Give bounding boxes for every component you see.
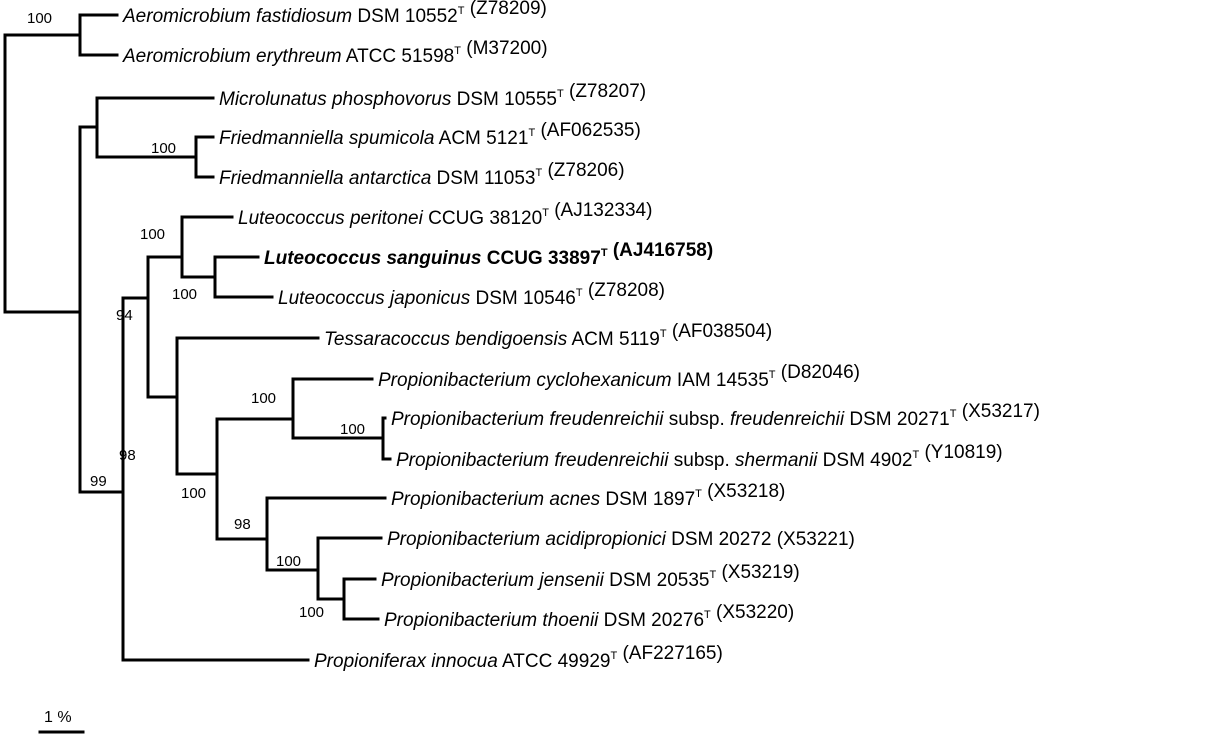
tree-branches [3, 13, 392, 662]
bootstrap-value: 98 [119, 447, 136, 464]
taxon-label: Luteococcus japonicus DSM 10546T (Z78208… [278, 280, 665, 309]
bootstrap-value: 100 [140, 226, 165, 243]
bootstrap-value: 100 [27, 10, 52, 27]
taxon-label: Luteococcus peritonei CCUG 38120T (AJ132… [238, 200, 652, 229]
taxon-label: Propionibacterium acidipropionici DSM 20… [387, 529, 855, 550]
bootstrap-values: 100 100 100 100 94 98 100 100 100 98 100 100 99 [27, 10, 365, 621]
bootstrap-value: 100 [251, 390, 276, 407]
taxon-label: Aeromicrobium fastidiosum DSM 10552T (Z7… [122, 0, 547, 27]
taxon-label: Friedmanniella spumicola ACM 5121T (AF06… [219, 120, 641, 149]
taxon-label: Propionibacterium acnes DSM 1897T (X5321… [391, 481, 785, 510]
bootstrap-value: 94 [116, 307, 133, 324]
taxon-label: Propionibacterium cyclohexanicum IAM 145… [378, 362, 860, 391]
bootstrap-value: 99 [90, 473, 107, 490]
taxon-label: Tessaracoccus bendigoensis ACM 5119T (AF… [324, 321, 772, 350]
taxon-label: Aeromicrobium erythreum ATCC 51598T (M37… [122, 38, 548, 67]
taxon-labels: Aeromicrobium fastidiosum DSM 10552T (Z7… [122, 0, 1040, 672]
taxon-label: Microlunatus phosphovorus DSM 10555T (Z7… [219, 81, 646, 110]
bootstrap-value: 100 [276, 553, 301, 570]
taxon-label: Luteococcus sanguinus CCUG 33897T (AJ416… [264, 240, 713, 269]
taxon-label: Propionibacterium jensenii DSM 20535T (X… [381, 562, 800, 591]
taxon-label: Propionibacterium thoenii DSM 20276T (X5… [384, 602, 794, 631]
bootstrap-value: 100 [340, 421, 365, 438]
scale-bar-label: 1 % [44, 709, 72, 726]
scale-bar: 1 % [38, 709, 85, 734]
bootstrap-value: 98 [234, 516, 251, 533]
bootstrap-value: 100 [181, 485, 206, 502]
taxon-label: Propionibacterium freudenreichii subsp. … [391, 401, 1040, 430]
taxon-label: Propioniferax innocua ATCC 49929T (AF227… [314, 643, 723, 672]
bootstrap-value: 100 [151, 140, 176, 157]
taxon-label: Propionibacterium freudenreichii subsp. … [396, 442, 1003, 471]
taxon-label: Friedmanniella antarctica DSM 11053T (Z7… [219, 160, 625, 189]
bootstrap-value: 100 [299, 604, 324, 621]
bootstrap-value: 100 [172, 286, 197, 303]
